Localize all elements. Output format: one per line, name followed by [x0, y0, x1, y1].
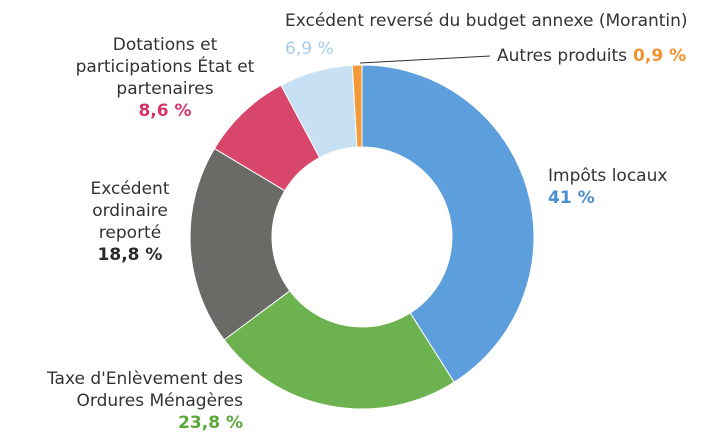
category-name: Impôts locaux	[548, 166, 668, 186]
slice-label: Dotations et participations État et part…	[75, 34, 255, 122]
category-name: Excédent ordinaire reporté	[90, 179, 170, 243]
category-name: Excédent reversé du budget annexe (Moran…	[285, 11, 688, 31]
slice-label: Excédent ordinaire reporté 18,8 %	[75, 178, 185, 266]
slice-label: Impôts locaux 41 %	[548, 165, 698, 209]
category-name: Autres produits	[497, 46, 628, 66]
category-name: Dotations et participations État et part…	[75, 35, 255, 99]
value-label: 18,8 %	[97, 245, 163, 265]
slice	[351, 64, 363, 148]
value-label: 23,8 %	[178, 413, 243, 433]
slice	[189, 147, 291, 341]
slice-label: Taxe d'Enlèvement des Ordures Ménagères 2…	[3, 368, 243, 434]
leader-line	[359, 55, 491, 64]
slice-label: Excédent reversé du budget annexe (Moran…	[285, 10, 705, 59]
value-label: 6,9 %	[285, 39, 334, 59]
slice	[223, 290, 455, 410]
slice	[361, 64, 535, 383]
slice-label: Autres produits 0,9 %	[497, 45, 707, 67]
value-label: 41 %	[548, 188, 595, 208]
value-label: 0,9 %	[633, 46, 687, 66]
value-label: 8,6 %	[138, 101, 192, 121]
category-name: Taxe d'Enlèvement des Ordures Ménagères	[46, 369, 243, 411]
